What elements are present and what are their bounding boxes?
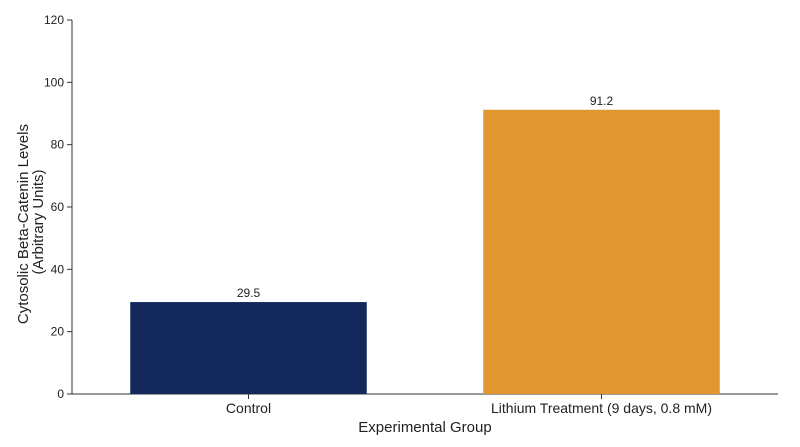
x-axis-title: Experimental Group [358, 419, 491, 436]
y-tick-label: 0 [57, 387, 64, 401]
x-category-labels: Control Lithium Treatment (9 days, 0.8 mM… [226, 394, 712, 416]
x-category-label: Lithium Treatment (9 days, 0.8 mM) [491, 400, 712, 416]
y-axis-title-line-1: Cytosolic Beta-Catenin Levels [15, 124, 32, 324]
y-axis-title: Cytosolic Beta-Catenin Levels (Arbitrary… [15, 120, 47, 324]
bar [130, 302, 367, 394]
bar-data-label: 29.5 [237, 286, 261, 300]
bar [483, 109, 720, 394]
y-tick-label: 40 [51, 262, 65, 276]
bars [130, 109, 720, 394]
y-ticks: 0 20 40 60 80 100 120 [44, 13, 72, 401]
y-tick-label: 20 [51, 325, 65, 339]
y-axis-title-line-2: (Arbitrary Units) [30, 169, 47, 274]
y-tick-label: 80 [51, 138, 65, 152]
data-labels: 29.5 91.2 [237, 94, 614, 300]
bar-data-label: 91.2 [590, 94, 614, 108]
y-tick-label: 60 [51, 200, 65, 214]
y-tick-label: 100 [44, 75, 64, 89]
x-category-label: Control [226, 400, 271, 416]
y-tick-label: 120 [44, 13, 64, 27]
